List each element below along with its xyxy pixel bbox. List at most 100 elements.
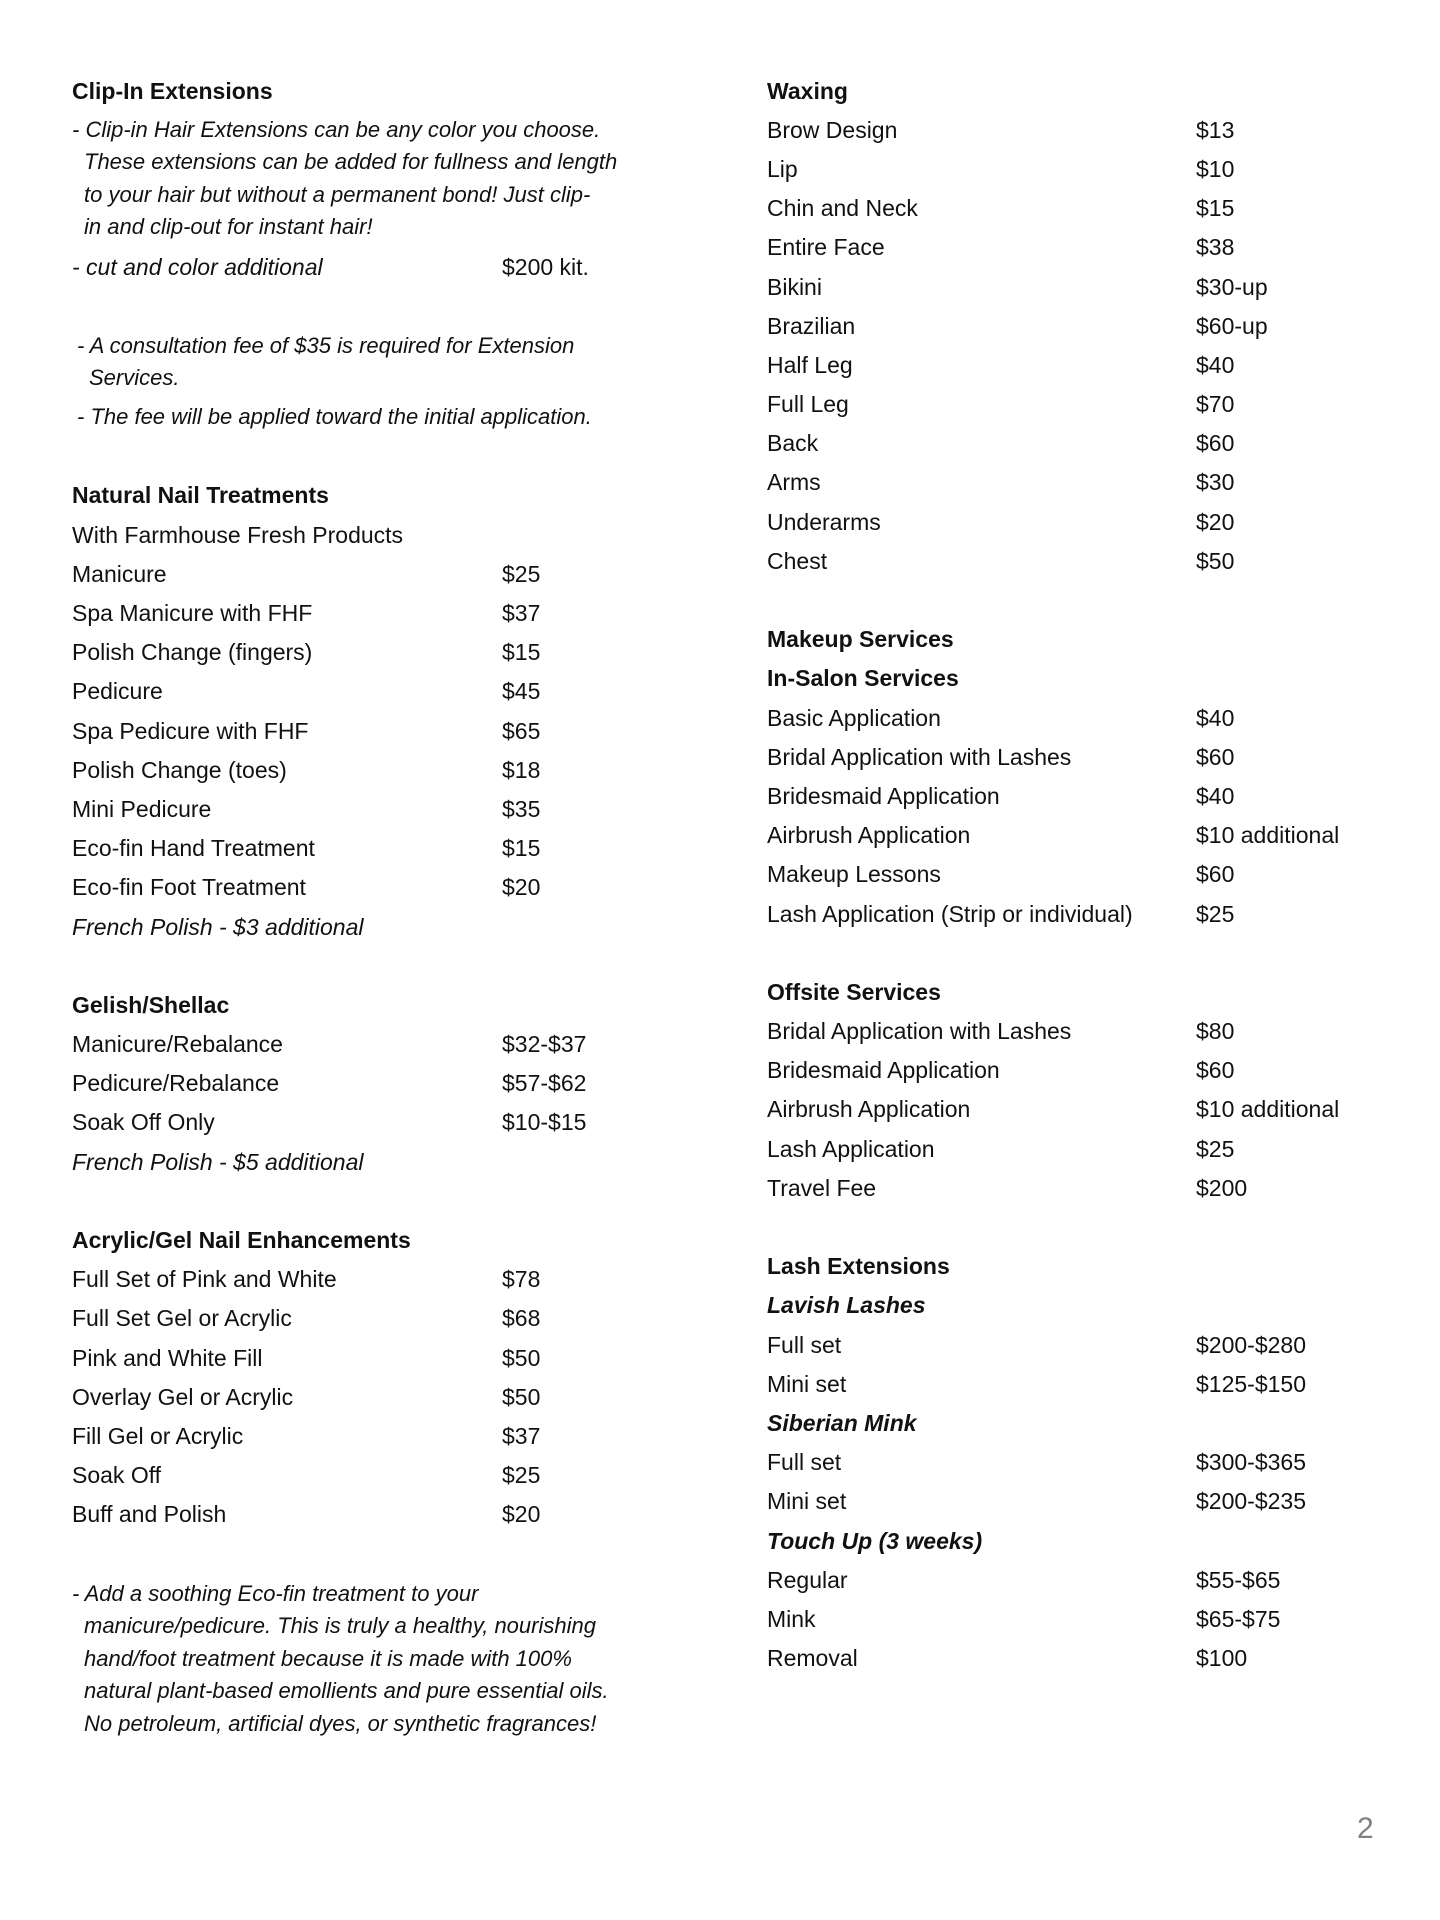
spacer bbox=[72, 1182, 712, 1221]
price-row: Full Set Gel or Acrylic $68 bbox=[72, 1299, 712, 1338]
section-title-waxing: Waxing bbox=[767, 77, 848, 104]
service-name: Mini set bbox=[767, 1488, 847, 1515]
lash-group-title: Touch Up (3 weeks) bbox=[767, 1527, 983, 1554]
price-row: Pedicure/Rebalance $57-$62 bbox=[72, 1064, 712, 1103]
service-price: $38 bbox=[1196, 234, 1235, 261]
price-row: Full Leg $70 bbox=[767, 385, 1407, 424]
price-row: Polish Change (fingers) $15 bbox=[72, 633, 712, 672]
section-title-lash: Lash Extensions bbox=[767, 1253, 950, 1280]
service-price: $40 bbox=[1196, 782, 1235, 809]
service-price: $57-$62 bbox=[502, 1070, 587, 1097]
service-name: Full Leg bbox=[767, 391, 849, 418]
consultation-note: - A consultation fee of $35 is required … bbox=[72, 330, 712, 395]
service-price: $15 bbox=[502, 835, 541, 862]
service-name: Eco-fin Hand Treatment bbox=[72, 835, 315, 862]
price-row: Underarms $20 bbox=[767, 503, 1407, 542]
section-title-gelish: Gelish/Shellac bbox=[72, 991, 230, 1018]
service-price: $25 bbox=[502, 1462, 541, 1489]
service-price: $15 bbox=[502, 639, 541, 666]
service-price: $200-$280 bbox=[1196, 1331, 1306, 1358]
service-price: $200-$235 bbox=[1196, 1488, 1306, 1515]
spacer bbox=[767, 934, 1407, 973]
service-price: $78 bbox=[502, 1266, 541, 1293]
price-row: Soak Off $25 bbox=[72, 1456, 712, 1495]
price-row: Pink and White Fill $50 bbox=[72, 1339, 712, 1378]
right-column: Waxing Brow Design $13 Lip $10 Chin and Neck $… bbox=[767, 72, 1407, 1679]
section-note: French Polish - $3 additional bbox=[72, 913, 364, 940]
service-price: $20 bbox=[502, 1501, 541, 1528]
price-row: - cut and color additional $200 kit. bbox=[72, 248, 712, 287]
page-number: 2 bbox=[1357, 1812, 1374, 1845]
price-row: Entire Face $38 bbox=[767, 228, 1407, 267]
service-price: $25 bbox=[1196, 900, 1235, 927]
service-price: $60 bbox=[1196, 743, 1235, 770]
service-price: $25 bbox=[502, 560, 541, 587]
lash-group-title: Lavish Lashes bbox=[767, 1292, 926, 1319]
service-name: Soak Off bbox=[72, 1462, 162, 1489]
paragraph-line: in and clip-out for instant hair! bbox=[84, 214, 373, 240]
price-row: Eco-fin Foot Treatment $20 bbox=[72, 868, 712, 907]
service-name: Bikini bbox=[767, 273, 822, 300]
service-name: Entire Face bbox=[767, 234, 885, 261]
price-row: Half Leg $40 bbox=[767, 346, 1407, 385]
price-row: Regular $55-$65 bbox=[767, 1561, 1407, 1600]
service-price: $100 bbox=[1196, 1645, 1248, 1672]
price-row: Lash Application $25 bbox=[767, 1130, 1407, 1169]
service-name: Arms bbox=[767, 469, 821, 496]
service-price: $15 bbox=[1196, 195, 1235, 222]
service-name: Pedicure bbox=[72, 678, 163, 705]
price-row: Pedicure $45 bbox=[72, 672, 712, 711]
service-name: Removal bbox=[767, 1645, 858, 1672]
service-price: $50 bbox=[1196, 547, 1235, 574]
section-subtitle-in-salon: In-Salon Services bbox=[767, 665, 959, 692]
service-price: $32-$37 bbox=[502, 1031, 587, 1058]
service-price: $30-up bbox=[1196, 273, 1268, 300]
price-row: Manicure $25 bbox=[72, 555, 712, 594]
service-price: $80 bbox=[1196, 1018, 1235, 1045]
price-row: Airbrush Application $10 additional bbox=[767, 1090, 1407, 1129]
paragraph-line: to your hair but without a permanent bon… bbox=[84, 181, 591, 207]
price-row: Soak Off Only $10-$15 bbox=[72, 1103, 712, 1142]
service-name: Lash Application (Strip or individual) bbox=[767, 900, 1133, 927]
eco-fin-note: - Add a soothing Eco-fin treatment to yo… bbox=[72, 1578, 712, 1741]
service-price: $200 kit. bbox=[502, 253, 589, 280]
service-price: $10 additional bbox=[1196, 822, 1340, 849]
service-price: $50 bbox=[502, 1383, 541, 1410]
service-price: $37 bbox=[502, 600, 541, 627]
price-row: Bridesmaid Application $60 bbox=[767, 1051, 1407, 1090]
price-row: Overlay Gel or Acrylic $50 bbox=[72, 1378, 712, 1417]
price-row: Mini set $125-$150 bbox=[767, 1365, 1407, 1404]
service-name: Mini set bbox=[767, 1370, 847, 1397]
paragraph-line: Services. bbox=[89, 365, 180, 391]
service-name: Basic Application bbox=[767, 704, 941, 731]
service-name: Pedicure/Rebalance bbox=[72, 1070, 280, 1097]
price-row: Brazilian $60-up bbox=[767, 307, 1407, 346]
service-price: $18 bbox=[502, 756, 541, 783]
price-row: Buff and Polish $20 bbox=[72, 1495, 712, 1534]
price-row: Full set $300-$365 bbox=[767, 1443, 1407, 1482]
left-column: Clip-In Extensions - Clip-in Hair Extensi… bbox=[72, 72, 712, 1740]
service-price: $10-$15 bbox=[502, 1109, 587, 1136]
service-price: $20 bbox=[502, 874, 541, 901]
price-row: Arms $30 bbox=[767, 463, 1407, 502]
price-row: Bridal Application with Lashes $60 bbox=[767, 738, 1407, 777]
spacer bbox=[767, 1208, 1407, 1247]
service-name: Fill Gel or Acrylic bbox=[72, 1422, 244, 1449]
paragraph-line: - Clip-in Hair Extensions can be any col… bbox=[72, 116, 601, 142]
service-name: Spa Pedicure with FHF bbox=[72, 717, 309, 744]
paragraph-line: hand/foot treatment because it is made w… bbox=[84, 1645, 572, 1671]
section-title-makeup: Makeup Services bbox=[767, 626, 954, 653]
service-price: $125-$150 bbox=[1196, 1370, 1306, 1397]
section-title-offsite: Offsite Services bbox=[767, 978, 941, 1005]
service-name: - cut and color additional bbox=[72, 253, 323, 280]
section-note: French Polish - $5 additional bbox=[72, 1148, 364, 1175]
service-name: Pink and White Fill bbox=[72, 1344, 263, 1371]
service-name: Full set bbox=[767, 1449, 842, 1476]
price-row: Spa Manicure with FHF $37 bbox=[72, 594, 712, 633]
price-row: Eco-fin Hand Treatment $15 bbox=[72, 829, 712, 868]
service-price: $60 bbox=[1196, 1057, 1235, 1084]
service-name: Manicure bbox=[72, 560, 167, 587]
service-price: $30 bbox=[1196, 469, 1235, 496]
service-price: $40 bbox=[1196, 704, 1235, 731]
service-name: Overlay Gel or Acrylic bbox=[72, 1383, 294, 1410]
